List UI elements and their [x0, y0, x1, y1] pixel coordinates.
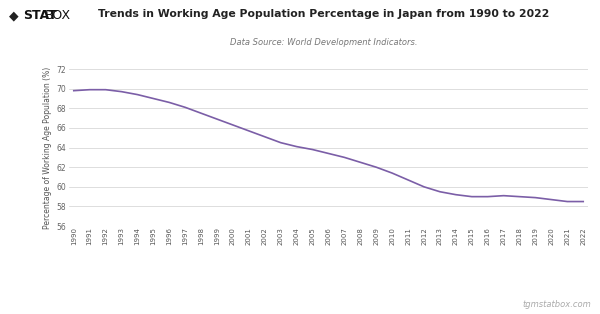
Legend: Japan: Japan: [299, 312, 358, 314]
Text: Data Source: World Development Indicators.: Data Source: World Development Indicator…: [230, 38, 418, 47]
Y-axis label: Percentage of Working Age Population (%): Percentage of Working Age Population (%): [43, 67, 52, 229]
Text: STAT: STAT: [23, 9, 56, 22]
Text: ◆: ◆: [9, 9, 19, 22]
Text: Trends in Working Age Population Percentage in Japan from 1990 to 2022: Trends in Working Age Population Percent…: [98, 9, 550, 19]
Text: tgmstatbox.com: tgmstatbox.com: [522, 300, 591, 309]
Text: BOX: BOX: [45, 9, 71, 22]
